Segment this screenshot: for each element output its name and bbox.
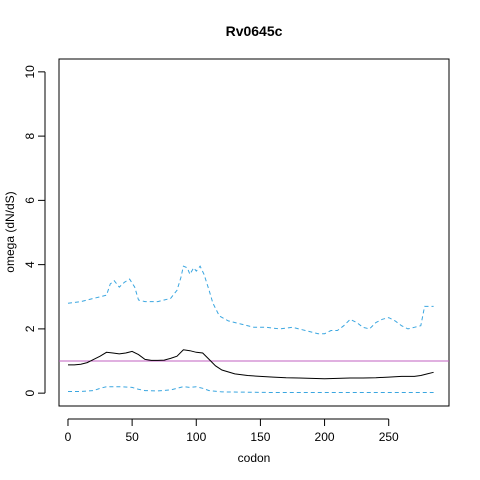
y-tick-label: 0 — [23, 389, 37, 396]
series-line-mean — [68, 349, 434, 380]
x-axis: 0 50 100 150 200 250 — [65, 418, 399, 444]
x-tick-label: 250 — [379, 430, 399, 444]
series-line-lower — [68, 386, 434, 393]
y-tick-label: 2 — [23, 325, 37, 332]
x-tick-label: 200 — [315, 430, 335, 444]
plot-marks — [59, 265, 449, 393]
y-tick-label: 10 — [23, 65, 37, 79]
y-tick-label: 6 — [23, 197, 37, 204]
x-tick-label: 100 — [186, 430, 206, 444]
y-axis: 0 2 4 6 8 10 — [23, 65, 46, 396]
chart-title: Rv0645c — [226, 23, 283, 39]
plot-frame — [58, 58, 450, 407]
y-tick-label: 4 — [23, 261, 37, 268]
series-line-upper — [67, 265, 434, 335]
x-axis-label: codon — [238, 451, 271, 465]
x-tick-label: 150 — [250, 430, 270, 444]
y-tick-label: 8 — [23, 132, 37, 139]
x-tick-label: 0 — [65, 430, 72, 444]
x-tick-label: 50 — [125, 430, 139, 444]
y-axis-label: omega (dN/dS) — [3, 191, 17, 272]
